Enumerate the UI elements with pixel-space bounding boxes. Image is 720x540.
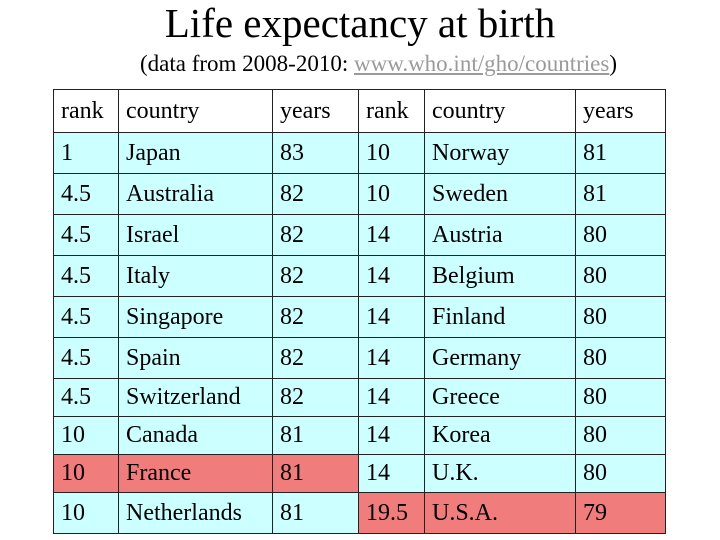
years-cell-left: 81 xyxy=(272,454,359,493)
country-cell-right: Austria xyxy=(424,214,576,256)
rank-cell-left: 4.5 xyxy=(53,378,119,417)
rank-cell-left: 10 xyxy=(53,416,119,455)
years-cell-right: 80 xyxy=(575,416,666,455)
country-cell-right: Finland xyxy=(424,296,576,338)
rank-cell-right: 14 xyxy=(358,296,425,338)
rank-cell-left: 4.5 xyxy=(53,255,119,297)
header-years-right: years xyxy=(575,89,666,133)
rank-cell-right: 14 xyxy=(358,337,425,379)
table-row: 4.5 Israel 82 14 Austria 80 xyxy=(53,214,666,256)
rank-cell-left: 10 xyxy=(53,492,119,534)
subtitle: (data from 2008-2010: www.who.int/gho/co… xyxy=(140,50,617,78)
rank-cell-right: 14 xyxy=(358,255,425,297)
country-cell-right: Germany xyxy=(424,337,576,379)
years-cell-left: 82 xyxy=(272,296,359,338)
country-cell-right: U.S.A. xyxy=(424,492,576,534)
rank-cell-left: 4.5 xyxy=(53,214,119,256)
country-cell-left: Switzerland xyxy=(118,378,273,417)
rank-cell-right: 14 xyxy=(358,416,425,455)
rank-cell-right: 10 xyxy=(358,173,425,215)
years-cell-right: 80 xyxy=(575,214,666,256)
subtitle-suffix: ) xyxy=(609,51,617,76)
table-row: 1 Japan 83 10 Norway 81 xyxy=(53,132,666,174)
rank-cell-left: 10 xyxy=(53,454,119,493)
years-cell-right: 80 xyxy=(575,378,666,417)
header-country-left: country xyxy=(118,89,273,133)
country-cell-right: Greece xyxy=(424,378,576,417)
years-cell-left: 82 xyxy=(272,337,359,379)
country-cell-left: Australia xyxy=(118,173,273,215)
table-row: 10 Netherlands 81 19.5 U.S.A. 79 xyxy=(53,492,666,534)
rank-cell-right: 14 xyxy=(358,454,425,493)
country-cell-left: Italy xyxy=(118,255,273,297)
rank-cell-right: 10 xyxy=(358,132,425,174)
page-title: Life expectancy at birth xyxy=(164,0,556,46)
table-row: 4.5 Spain 82 14 Germany 80 xyxy=(53,337,666,379)
table-row: 4.5 Italy 82 14 Belgium 80 xyxy=(53,255,666,297)
header-rank-right: rank xyxy=(358,89,425,133)
years-cell-left: 82 xyxy=(272,378,359,417)
country-cell-left: Netherlands xyxy=(118,492,273,534)
table-row: 4.5 Australia 82 10 Sweden 81 xyxy=(53,173,666,215)
table-header-row: rank country years rank country years xyxy=(53,89,666,133)
country-cell-left: Singapore xyxy=(118,296,273,338)
years-cell-left: 82 xyxy=(272,173,359,215)
years-cell-right: 81 xyxy=(575,132,666,174)
header-country-right: country xyxy=(424,89,576,133)
years-cell-left: 81 xyxy=(272,492,359,534)
country-cell-right: Norway xyxy=(424,132,576,174)
years-cell-right: 80 xyxy=(575,255,666,297)
rank-cell-right: 14 xyxy=(358,214,425,256)
years-cell-right: 80 xyxy=(575,296,666,338)
rank-cell-left: 4.5 xyxy=(53,173,119,215)
years-cell-left: 81 xyxy=(272,416,359,455)
table-row: 4.5 Singapore 82 14 Finland 80 xyxy=(53,296,666,338)
country-cell-left: Spain xyxy=(118,337,273,379)
years-cell-right: 80 xyxy=(575,454,666,493)
country-cell-left: Israel xyxy=(118,214,273,256)
years-cell-right: 80 xyxy=(575,337,666,379)
country-cell-right: Korea xyxy=(424,416,576,455)
table-row: 4.5 Switzerland 82 14 Greece 80 xyxy=(53,378,666,417)
years-cell-left: 83 xyxy=(272,132,359,174)
rank-cell-left: 4.5 xyxy=(53,337,119,379)
header-years-left: years xyxy=(272,89,359,133)
rank-cell-right: 19.5 xyxy=(358,492,425,534)
table-row: 10 France 81 14 U.K. 80 xyxy=(53,454,666,493)
source-link[interactable]: www.who.int/gho/countries xyxy=(353,51,610,76)
rank-cell-left: 1 xyxy=(53,132,119,174)
rank-cell-right: 14 xyxy=(358,378,425,417)
country-cell-right: Sweden xyxy=(424,173,576,215)
years-cell-left: 82 xyxy=(272,214,359,256)
country-cell-left: France xyxy=(118,454,273,493)
header-rank-left: rank xyxy=(53,89,119,133)
country-cell-left: Canada xyxy=(118,416,273,455)
country-cell-right: Belgium xyxy=(424,255,576,297)
table-row: 10 Canada 81 14 Korea 80 xyxy=(53,416,666,455)
years-cell-right: 79 xyxy=(575,492,666,534)
years-cell-right: 81 xyxy=(575,173,666,215)
years-cell-left: 82 xyxy=(272,255,359,297)
country-cell-right: U.K. xyxy=(424,454,576,493)
rank-cell-left: 4.5 xyxy=(53,296,119,338)
subtitle-prefix: (data from 2008-2010: xyxy=(140,51,354,76)
country-cell-left: Japan xyxy=(118,132,273,174)
